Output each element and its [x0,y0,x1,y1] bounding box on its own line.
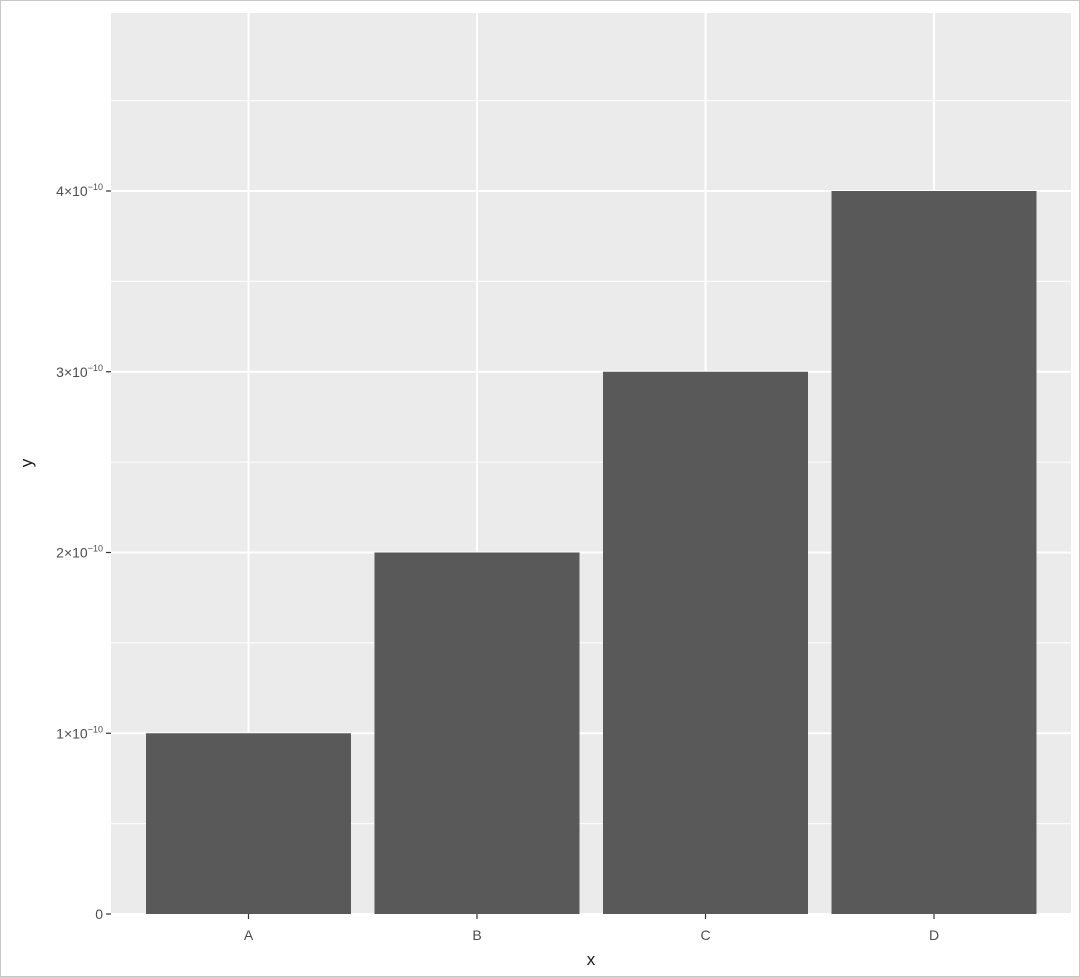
y-tick-label: 0 [95,906,103,922]
y-tick-label: 4×10−10 [56,182,103,199]
x-axis-title: x [587,950,596,969]
y-tick-label: 1×10−10 [56,724,103,741]
bar-a [146,733,351,914]
bar-d [831,191,1037,914]
x-tick-label: C [700,927,710,943]
x-tick-label: D [929,927,939,943]
y-tick-label: 3×10−10 [56,363,103,380]
bars [146,191,1037,914]
bar-c [603,371,808,914]
y-tick-label: 2×10−10 [56,544,103,561]
y-axis: 0 1×10−10 2×10−10 3×10−10 4×10−10 [56,182,111,922]
x-axis: A B C D [244,914,939,943]
bar-b [374,552,580,914]
x-tick-label: B [472,927,481,943]
x-tick-label: A [244,927,254,943]
y-axis-title: y [17,458,36,467]
